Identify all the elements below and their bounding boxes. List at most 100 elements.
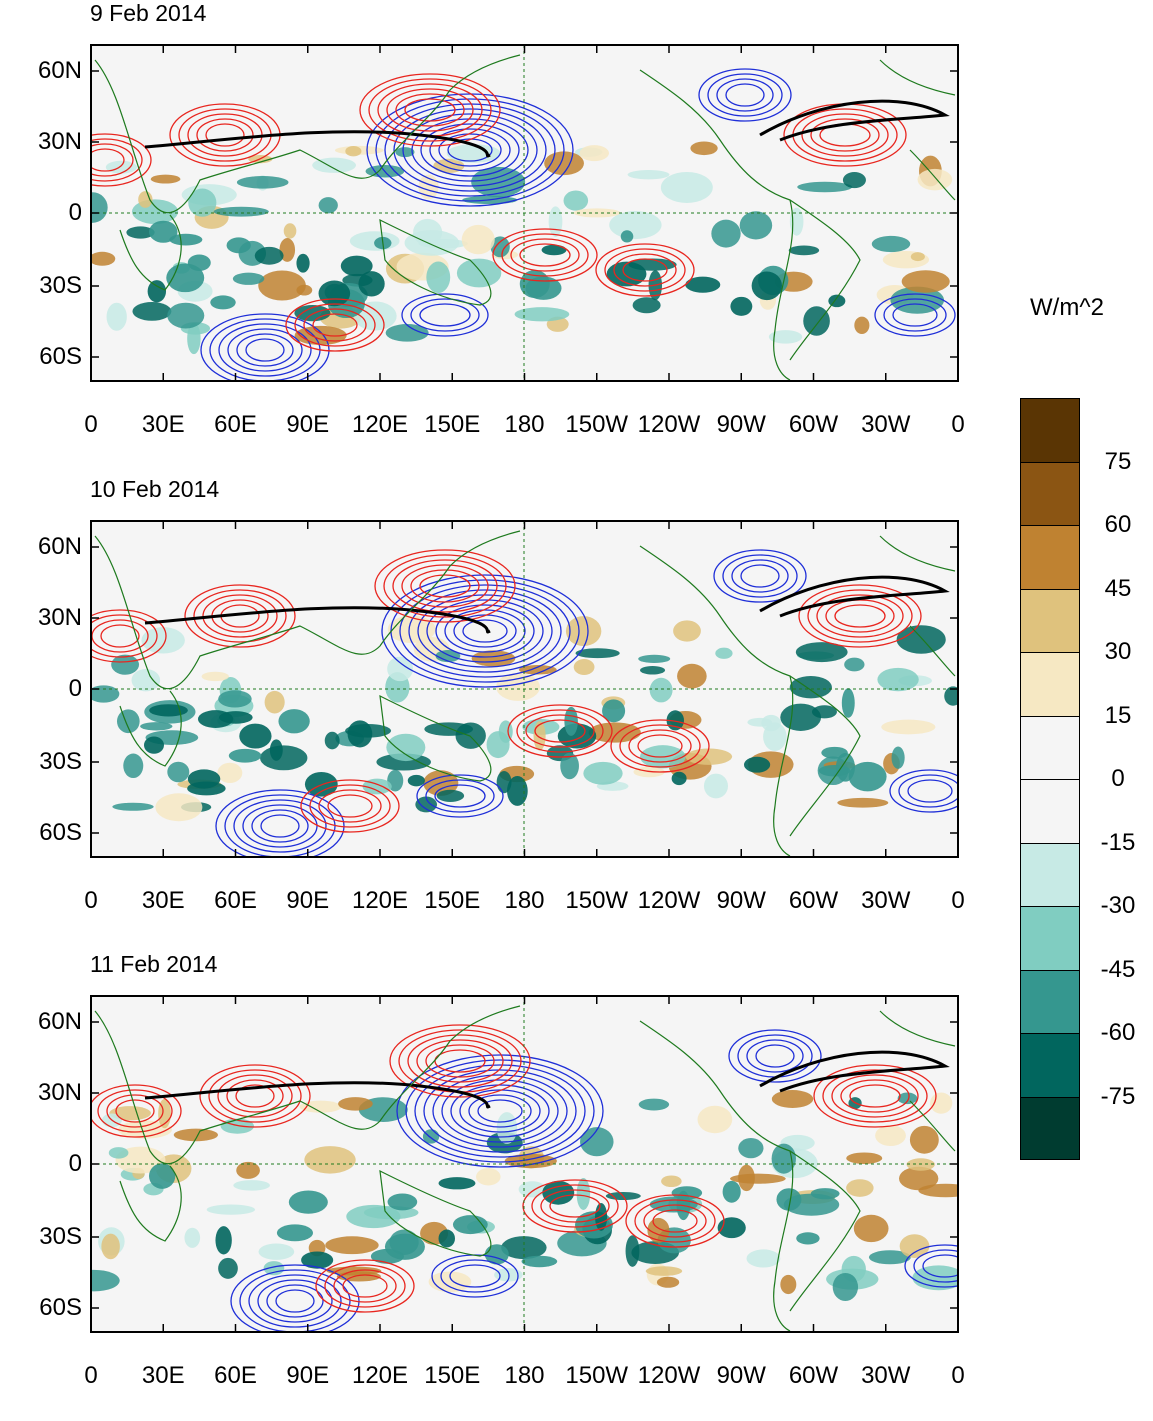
- anomaly-patch: [218, 690, 252, 708]
- anomaly-patch: [854, 316, 870, 335]
- anomaly-patch: [722, 1180, 741, 1203]
- anomaly-patch: [640, 666, 666, 675]
- anomaly-patch: [324, 731, 340, 750]
- coastline: [119, 1165, 182, 1242]
- positive-contour: [825, 599, 895, 633]
- coastline: [119, 214, 182, 291]
- map-panel: 9 Feb 2014 60N 30N 0 30S 60S 0 30E 60E 90E 120E 150…: [0, 0, 1000, 470]
- anomaly-patch: [810, 1188, 840, 1200]
- map-plot: [90, 520, 959, 858]
- anomaly-patch: [438, 1177, 476, 1190]
- negative-contour: [248, 1274, 342, 1328]
- jet-axis-contour: [144, 1081, 491, 1109]
- anomaly-patch: [548, 206, 563, 237]
- anomaly-patch: [685, 276, 721, 293]
- anomaly-patch: [671, 1186, 703, 1200]
- anomaly-patch: [789, 207, 804, 236]
- anomaly-patch: [166, 263, 205, 293]
- anomaly-patch: [906, 1158, 935, 1171]
- jet-axis-contour: [759, 1050, 950, 1093]
- lon-tick-label: 0: [84, 411, 98, 438]
- colorbar-swatch: [1020, 652, 1080, 716]
- anomaly-patch: [871, 235, 911, 253]
- positive-contour: [294, 303, 376, 347]
- negative-contour: [425, 779, 495, 813]
- anomaly-patch: [187, 322, 201, 355]
- anomaly-patch: [299, 1100, 342, 1113]
- negative-contour: [416, 774, 504, 818]
- anomaly-patch: [456, 258, 502, 288]
- lon-tick-label: 60E: [214, 1362, 257, 1389]
- anomaly-patch: [627, 170, 670, 180]
- negative-contour: [239, 1269, 351, 1332]
- anomaly-patch: [111, 654, 140, 675]
- anomaly-patch: [438, 1229, 455, 1248]
- anomaly-patch: [276, 1224, 314, 1242]
- lon-tick-label: 120W: [637, 887, 701, 914]
- positive-contour: [318, 789, 382, 823]
- anomaly-patch: [746, 1249, 781, 1268]
- colorbar-swatch: [1020, 398, 1080, 462]
- anomaly-patch: [496, 673, 541, 701]
- anomaly-patch: [147, 280, 167, 303]
- coastline: [789, 199, 861, 361]
- anomaly-patch: [711, 219, 741, 248]
- anomaly-patch: [215, 1226, 232, 1255]
- anomaly-patch: [609, 211, 662, 240]
- negative-contour: [396, 1054, 604, 1168]
- anomaly-patch: [345, 146, 362, 157]
- positive-contour: [549, 1194, 601, 1218]
- anomaly-patch: [210, 295, 236, 310]
- anomaly-patch: [353, 301, 397, 331]
- lon-tick-label: 0: [951, 887, 965, 914]
- positive-contour: [91, 1084, 182, 1138]
- anomaly-patch: [780, 1274, 797, 1295]
- positive-contour: [91, 614, 158, 658]
- negative-contour: [746, 1039, 804, 1073]
- anomaly-patch: [188, 188, 217, 217]
- anomaly-patch: [187, 769, 221, 789]
- coastline: [789, 1150, 861, 1312]
- negative-contour: [200, 313, 330, 381]
- lon-tick-label: 150W: [565, 411, 629, 438]
- anomaly-patch: [751, 271, 782, 301]
- map-plot: [90, 995, 959, 1333]
- anomaly-patch: [638, 654, 671, 663]
- lat-tick-label: 60S: [39, 1294, 82, 1321]
- positive-contour: [193, 589, 287, 643]
- anomaly-patch: [918, 1183, 958, 1198]
- positive-contour: [519, 243, 571, 267]
- anomaly-patch: [868, 1250, 911, 1265]
- positive-contour: [285, 298, 385, 352]
- anomaly-patch: [576, 1177, 591, 1210]
- positive-contour: [849, 1084, 901, 1108]
- anomaly-patch: [891, 746, 905, 769]
- lat-tick-label: 30N: [37, 128, 82, 155]
- negative-contour: [740, 564, 780, 588]
- anomaly-patch: [218, 1257, 238, 1279]
- anomaly-patch: [579, 145, 609, 162]
- negative-contour: [889, 769, 958, 813]
- anomaly-patch: [660, 171, 713, 203]
- negative-contour: [266, 1284, 324, 1318]
- negative-contour: [405, 1059, 595, 1163]
- lat-tick-label: 60N: [37, 57, 82, 84]
- anomaly-patch: [446, 144, 501, 163]
- anomaly-patch: [821, 746, 848, 759]
- anomaly-patch: [294, 304, 331, 322]
- anomaly-patch: [131, 668, 161, 692]
- negative-contour: [381, 574, 589, 688]
- positive-contour: [834, 604, 886, 628]
- anomaly-patch: [897, 1092, 918, 1105]
- negative-contour: [257, 1279, 333, 1323]
- positive-contour: [410, 569, 480, 603]
- positive-contour: [196, 118, 254, 152]
- colorbar-swatch: [1020, 715, 1080, 779]
- anomaly-patch: [404, 230, 460, 256]
- anomaly-patch: [541, 244, 567, 256]
- anomaly-patch: [218, 711, 253, 724]
- positive-contour: [91, 133, 152, 187]
- negative-contour: [393, 108, 547, 192]
- colorbar-swatch: [1020, 906, 1080, 970]
- lon-tick-label: 0: [84, 887, 98, 914]
